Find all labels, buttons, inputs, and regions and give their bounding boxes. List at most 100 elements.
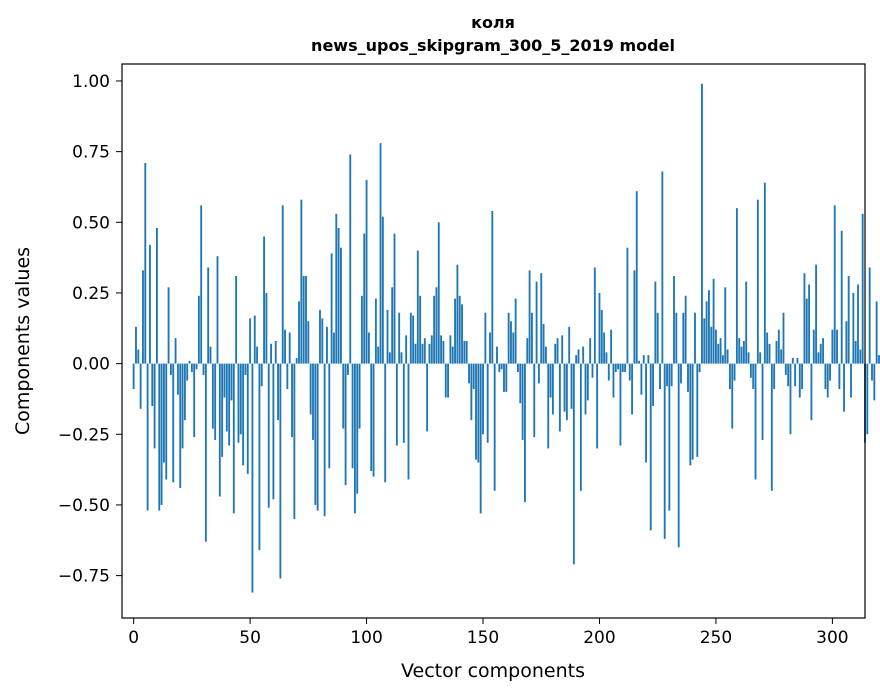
bar-285 (796, 357, 799, 364)
bar-172 (533, 363, 536, 438)
bar-6 (146, 363, 149, 511)
chart-title: коля (471, 13, 515, 32)
bar-83 (326, 326, 328, 364)
bar-203 (605, 352, 608, 364)
bar-131 (437, 222, 440, 364)
bar-58 (267, 363, 270, 508)
bar-109 (386, 309, 389, 364)
bar-175 (540, 273, 543, 364)
bar-232 (673, 275, 675, 364)
bar-247 (708, 290, 710, 364)
bar-170 (528, 270, 531, 364)
bar-191 (577, 349, 580, 364)
bar-98 (360, 295, 363, 364)
bar-55 (260, 363, 263, 387)
bar-164 (514, 298, 517, 364)
bar-231 (670, 363, 673, 387)
bar-317 (871, 363, 873, 381)
bar-30 (202, 363, 205, 375)
bar-218 (640, 363, 643, 395)
x-tick-label: 50 (239, 628, 261, 648)
bar-234 (677, 363, 680, 548)
bar-256 (728, 363, 731, 390)
bar-150 (482, 363, 484, 435)
x-tick-label: 200 (583, 628, 615, 648)
bar-106 (379, 143, 382, 364)
bar-147 (475, 363, 477, 460)
bar-82 (323, 363, 326, 517)
bar-111 (391, 287, 394, 364)
bar-140 (458, 295, 461, 364)
bar-168 (524, 363, 526, 503)
bar-263 (745, 281, 748, 364)
bar-42 (230, 363, 233, 401)
x-axis-ticks: 0 50 100 150 200 250 300 (128, 618, 849, 648)
y-tick-label: 0.50 (72, 213, 110, 233)
bar-115 (400, 352, 403, 364)
bar-87 (335, 213, 338, 364)
x-tick-label: 100 (350, 628, 382, 648)
bar-272 (766, 332, 769, 364)
bar-277 (777, 329, 780, 364)
bar-112 (393, 233, 396, 364)
bar-9 (153, 363, 156, 449)
bar-182 (556, 338, 559, 364)
bar-103 (372, 363, 375, 477)
bar-290 (808, 284, 811, 364)
bar-268 (756, 199, 759, 364)
bar-38 (221, 363, 224, 457)
bar-178 (547, 363, 550, 449)
bar-108 (384, 363, 387, 483)
bar-129 (433, 295, 436, 364)
bar-139 (456, 264, 459, 364)
bar-291 (810, 363, 813, 421)
bar-21 (181, 363, 184, 449)
bar-128 (430, 335, 433, 364)
bar-102 (370, 363, 373, 472)
bar-5 (144, 162, 147, 364)
bar-313 (861, 213, 864, 364)
bars-group (132, 83, 880, 593)
bar-212 (626, 247, 629, 364)
bar-288 (803, 273, 806, 364)
bar-144 (468, 363, 470, 384)
bar-185 (563, 363, 566, 412)
bar-188 (570, 363, 573, 409)
bar-74 (305, 275, 307, 364)
bar-194 (584, 363, 587, 415)
bar-235 (680, 363, 682, 384)
bar-184 (561, 335, 564, 364)
bar-141 (461, 304, 463, 364)
y-axis-ticks: −0.75 −0.50 −0.25 0.00 0.25 0.50 0.75 1.00 (58, 72, 122, 587)
bar-165 (517, 363, 519, 373)
bar-208 (617, 363, 620, 370)
bar-121 (414, 343, 417, 364)
bar-253 (721, 355, 724, 364)
bar-233 (675, 312, 678, 364)
bar-73 (302, 275, 305, 364)
bar-23 (186, 363, 189, 381)
bar-177 (544, 346, 547, 364)
bar-45 (237, 363, 240, 443)
bar-31 (204, 363, 207, 542)
bar-186 (565, 363, 568, 421)
bar-69 (293, 363, 296, 520)
bar-51 (251, 363, 254, 593)
bar-95 (353, 363, 356, 514)
bar-61 (274, 341, 277, 364)
bar-105 (377, 346, 380, 364)
bar-123 (419, 295, 422, 364)
bar-88 (337, 227, 340, 364)
bar-160 (505, 363, 508, 392)
plot-frame (121, 63, 866, 619)
bar-267 (754, 363, 757, 480)
y-tick-label: −0.25 (58, 425, 110, 445)
bar-294 (817, 352, 820, 364)
bar-86 (333, 332, 335, 364)
bar-166 (519, 363, 522, 404)
bar-65 (284, 329, 286, 364)
bar-122 (416, 250, 419, 364)
bar-110 (388, 352, 391, 364)
bar-104 (374, 298, 377, 364)
bar-113 (395, 363, 398, 446)
